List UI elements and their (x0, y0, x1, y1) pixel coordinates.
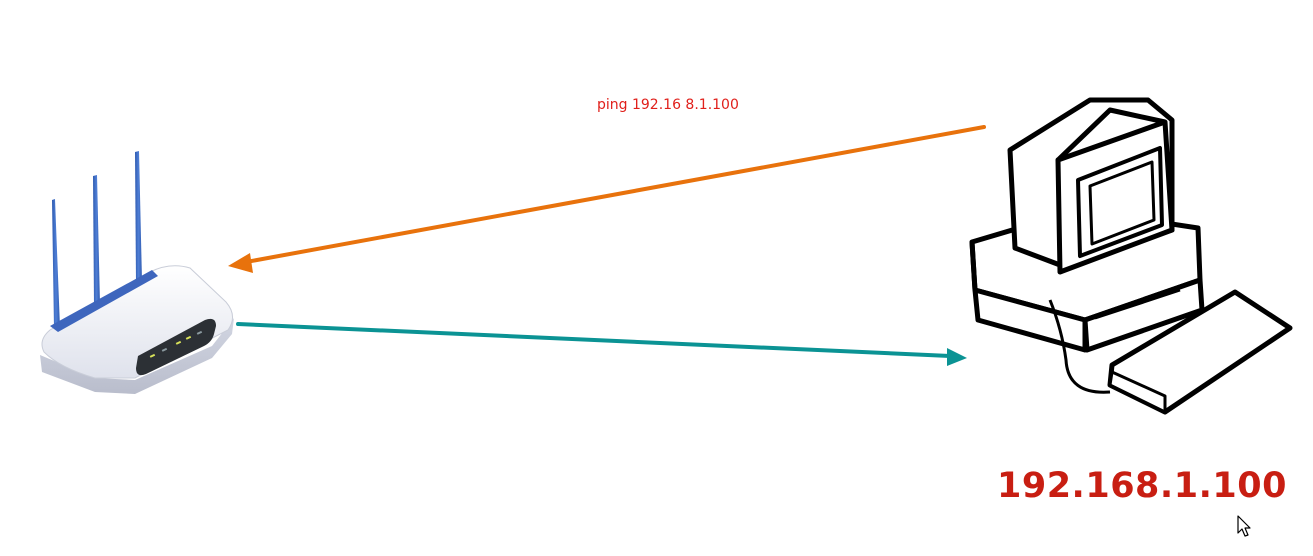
mouse-cursor-icon (1237, 515, 1251, 537)
wifi-router-icon (40, 151, 234, 394)
ping-reply-arrow (236, 322, 967, 366)
router-leds (149, 330, 203, 358)
computer-ip-label: 192.168.1.100 (997, 466, 1287, 506)
router-antennas (52, 151, 142, 329)
desktop-computer-icon (969, 97, 1293, 415)
ping-request-arrow (228, 125, 986, 273)
ping-command-label: ping 192.16 8.1.100 (597, 97, 739, 113)
